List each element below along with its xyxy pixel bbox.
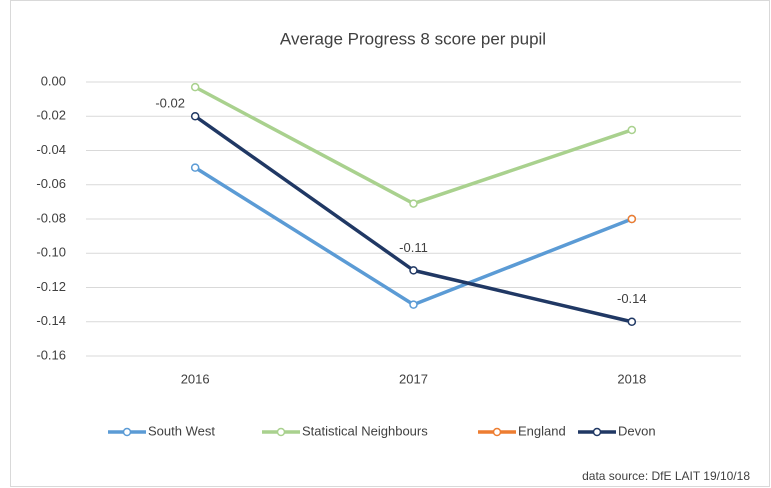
point-marker [409,300,418,309]
x-tick-label: 2017 [399,371,428,386]
legend-marker [276,427,286,437]
legend-label: Devon [618,423,656,438]
legend-marker [122,427,132,437]
point-marker [627,125,637,135]
source-note: data source: DfE LAIT 19/10/18 [582,469,750,483]
y-tick-label: -0.10 [36,245,66,260]
x-tick-label: 2018 [617,371,646,386]
data-label: -0.14 [617,291,647,306]
y-tick-label: -0.16 [36,347,66,362]
legend-label: Statistical Neighbours [302,423,428,438]
legend-marker [492,427,502,437]
x-tick-label: 2016 [181,371,210,386]
point-marker [627,214,637,224]
point-marker [190,82,200,92]
y-tick-label: -0.14 [36,313,66,328]
legend-marker [592,427,602,437]
y-tick-label: 0.00 [41,73,66,88]
point-marker [627,317,637,326]
y-tick-label: -0.04 [36,142,66,157]
point-marker [190,112,200,121]
y-tick-label: -0.08 [36,210,66,225]
point-marker [409,199,418,208]
data-label: -0.02 [155,96,185,111]
chart-title: Average Progress 8 score per pupil [280,29,546,48]
y-tick-label: -0.12 [36,279,66,294]
y-tick-label: -0.06 [36,176,66,191]
chart-border [10,0,770,487]
point-marker [190,163,200,172]
point-marker [409,266,418,275]
legend-label: South West [148,423,215,438]
legend-label: England [518,423,566,438]
y-tick-label: -0.02 [36,108,66,123]
data-label: -0.11 [399,240,428,255]
